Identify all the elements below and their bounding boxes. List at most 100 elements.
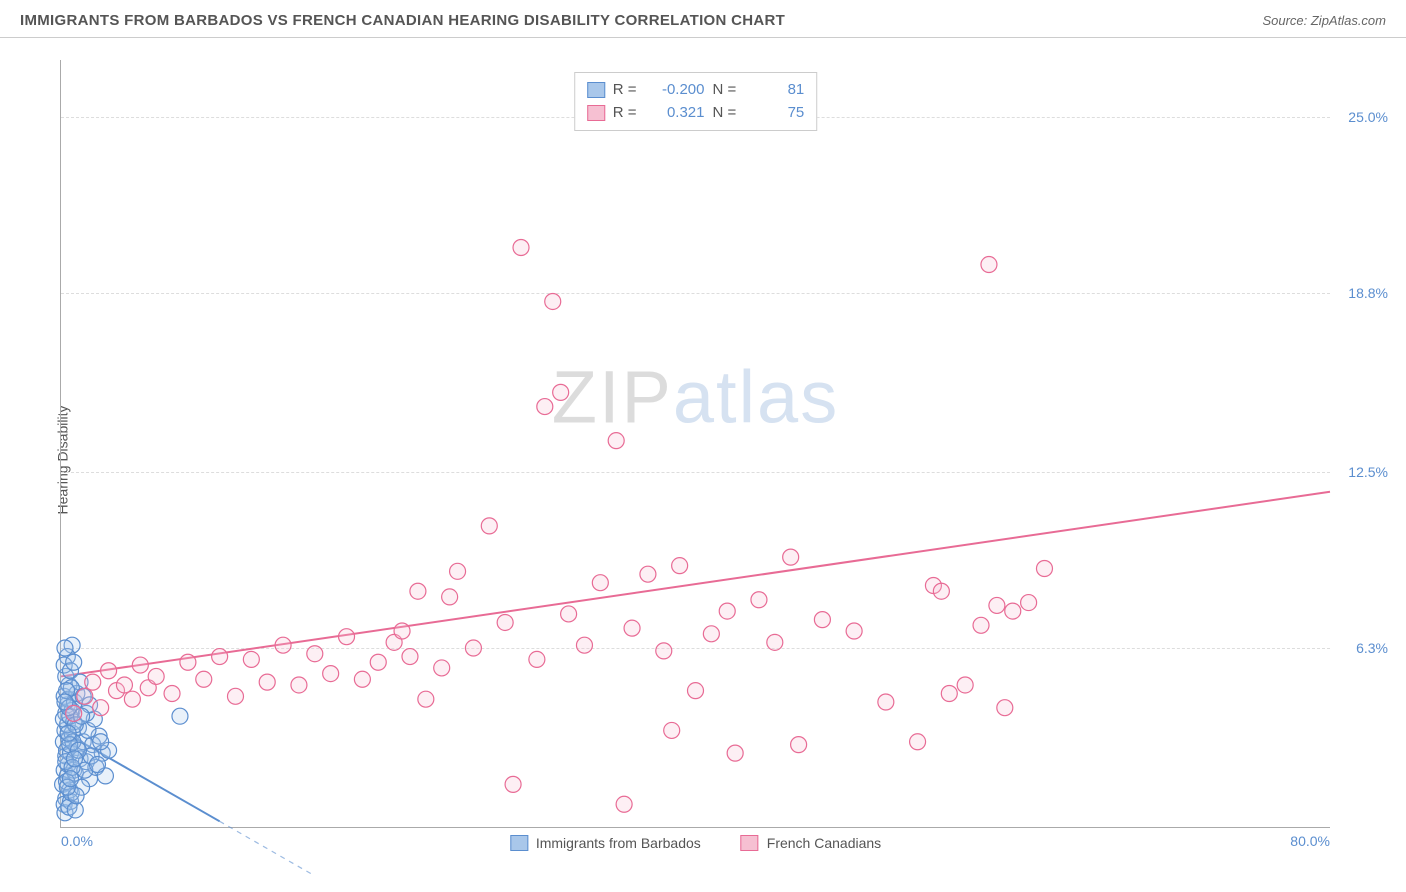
source-attribution: Source: ZipAtlas.com bbox=[1262, 13, 1386, 28]
data-point bbox=[616, 796, 632, 812]
data-point bbox=[172, 708, 188, 724]
legend-n-label-0: N = bbox=[713, 79, 737, 102]
data-point bbox=[77, 688, 93, 704]
legend-r-value-0: -0.200 bbox=[645, 79, 705, 102]
data-point bbox=[783, 549, 799, 565]
data-point bbox=[719, 603, 735, 619]
data-point bbox=[370, 654, 386, 670]
legend-r-label-0: R = bbox=[613, 79, 637, 102]
data-point bbox=[124, 691, 140, 707]
legend-r-label-1: R = bbox=[613, 102, 637, 125]
legend-item-1: French Canadians bbox=[741, 835, 881, 851]
chart-header: IMMIGRANTS FROM BARBADOS VS FRENCH CANAD… bbox=[0, 0, 1406, 38]
legend-row-series-1: R = 0.321 N = 75 bbox=[587, 102, 805, 125]
data-point bbox=[85, 674, 101, 690]
data-point bbox=[180, 654, 196, 670]
data-point bbox=[1005, 603, 1021, 619]
data-point bbox=[513, 239, 529, 255]
data-point bbox=[910, 734, 926, 750]
plot-area: ZIPatlas R = -0.200 N = 81 R = 0.321 N =… bbox=[60, 60, 1330, 828]
data-point bbox=[66, 705, 82, 721]
data-point bbox=[640, 566, 656, 582]
legend-bottom-swatch-1 bbox=[741, 835, 759, 851]
data-point bbox=[608, 433, 624, 449]
legend-n-value-1: 75 bbox=[744, 102, 804, 125]
y-tick-label: 6.3% bbox=[1356, 640, 1388, 656]
legend-series-name-1: French Canadians bbox=[767, 835, 881, 851]
chart-title: IMMIGRANTS FROM BARBADOS VS FRENCH CANAD… bbox=[20, 12, 785, 29]
x-tick-label: 80.0% bbox=[1290, 833, 1330, 849]
data-point bbox=[323, 666, 339, 682]
data-point bbox=[878, 694, 894, 710]
data-point bbox=[465, 640, 481, 656]
data-point bbox=[727, 745, 743, 761]
data-point bbox=[196, 671, 212, 687]
data-point bbox=[132, 657, 148, 673]
data-point bbox=[93, 734, 109, 750]
legend-r-value-1: 0.321 bbox=[645, 102, 705, 125]
data-point bbox=[63, 771, 79, 787]
data-point bbox=[148, 668, 164, 684]
data-point bbox=[997, 700, 1013, 716]
data-point bbox=[93, 700, 109, 716]
data-point bbox=[957, 677, 973, 693]
data-point bbox=[537, 399, 553, 415]
data-point bbox=[275, 637, 291, 653]
y-tick-label: 25.0% bbox=[1348, 109, 1388, 125]
data-point bbox=[846, 623, 862, 639]
data-point bbox=[354, 671, 370, 687]
data-point bbox=[410, 583, 426, 599]
trend-line bbox=[61, 492, 1330, 677]
trend-line-extension bbox=[220, 821, 315, 876]
y-tick-label: 12.5% bbox=[1348, 464, 1388, 480]
data-point bbox=[576, 637, 592, 653]
plot-svg bbox=[61, 60, 1330, 827]
legend-series-name-0: Immigrants from Barbados bbox=[536, 835, 701, 851]
data-point bbox=[418, 691, 434, 707]
data-point bbox=[66, 751, 82, 767]
data-point bbox=[89, 757, 105, 773]
data-point bbox=[164, 685, 180, 701]
data-point bbox=[656, 643, 672, 659]
correlation-legend: R = -0.200 N = 81 R = 0.321 N = 75 bbox=[574, 72, 818, 131]
data-point bbox=[672, 558, 688, 574]
data-point bbox=[60, 725, 76, 741]
data-point bbox=[442, 589, 458, 605]
data-point bbox=[67, 802, 83, 818]
data-point bbox=[394, 623, 410, 639]
legend-swatch-0 bbox=[587, 82, 605, 98]
data-point bbox=[497, 614, 513, 630]
data-point bbox=[688, 683, 704, 699]
data-point bbox=[227, 688, 243, 704]
y-tick-label: 18.8% bbox=[1348, 285, 1388, 301]
data-point bbox=[57, 640, 73, 656]
data-point bbox=[1036, 560, 1052, 576]
data-point bbox=[545, 293, 561, 309]
data-point bbox=[973, 617, 989, 633]
data-point bbox=[450, 563, 466, 579]
data-point bbox=[402, 649, 418, 665]
x-tick-label: 0.0% bbox=[61, 833, 93, 849]
data-point bbox=[624, 620, 640, 636]
data-point bbox=[981, 257, 997, 273]
legend-n-label-1: N = bbox=[713, 102, 737, 125]
source-prefix: Source: bbox=[1262, 13, 1310, 28]
data-point bbox=[505, 776, 521, 792]
data-point bbox=[933, 583, 949, 599]
data-point bbox=[116, 677, 132, 693]
data-point bbox=[561, 606, 577, 622]
legend-swatch-1 bbox=[587, 105, 605, 121]
data-point bbox=[259, 674, 275, 690]
source-name: ZipAtlas.com bbox=[1311, 13, 1386, 28]
data-point bbox=[664, 722, 680, 738]
data-point bbox=[1021, 595, 1037, 611]
data-point bbox=[243, 651, 259, 667]
data-point bbox=[989, 597, 1005, 613]
data-point bbox=[434, 660, 450, 676]
data-point bbox=[307, 646, 323, 662]
legend-item-0: Immigrants from Barbados bbox=[510, 835, 701, 851]
data-point bbox=[767, 634, 783, 650]
data-point bbox=[101, 663, 117, 679]
data-point bbox=[791, 737, 807, 753]
data-point bbox=[592, 575, 608, 591]
